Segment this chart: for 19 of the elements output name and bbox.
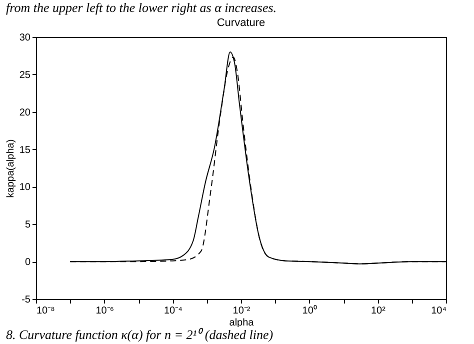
x-tick-label: 10⁻⁸ — [36, 306, 55, 316]
y-tick-label: 30 — [19, 32, 31, 44]
y-tick-label: 0 — [24, 257, 31, 268]
y-tick-label: 10 — [19, 182, 31, 194]
y-tick-label: 20 — [19, 107, 31, 118]
y-tick-label: -5 — [22, 294, 31, 306]
x-tick-label: 10² — [370, 306, 386, 316]
x-tick-label: 10⁻⁴ — [164, 306, 182, 316]
text: from the upper left to the lower right as α increases. — [5, 0, 278, 15]
x-tick-label: 10⁻⁶ — [96, 306, 114, 316]
y-tick-label: 15 — [19, 144, 31, 156]
y-axis-title: kappa(alpha) — [5, 139, 16, 198]
x-tick-label: 10⁻² — [232, 306, 251, 316]
chart-title: Curvature — [216, 17, 266, 29]
y-tick-label: 5 — [24, 220, 31, 231]
y-tick-label: 25 — [19, 70, 31, 81]
x-tick-label: 10⁴ — [431, 306, 446, 316]
text: 8. Curvature function κ(α) for n = 2¹⁰ (dashed line) — [5, 327, 274, 342]
x-tick-label: 10⁰ — [302, 304, 318, 316]
